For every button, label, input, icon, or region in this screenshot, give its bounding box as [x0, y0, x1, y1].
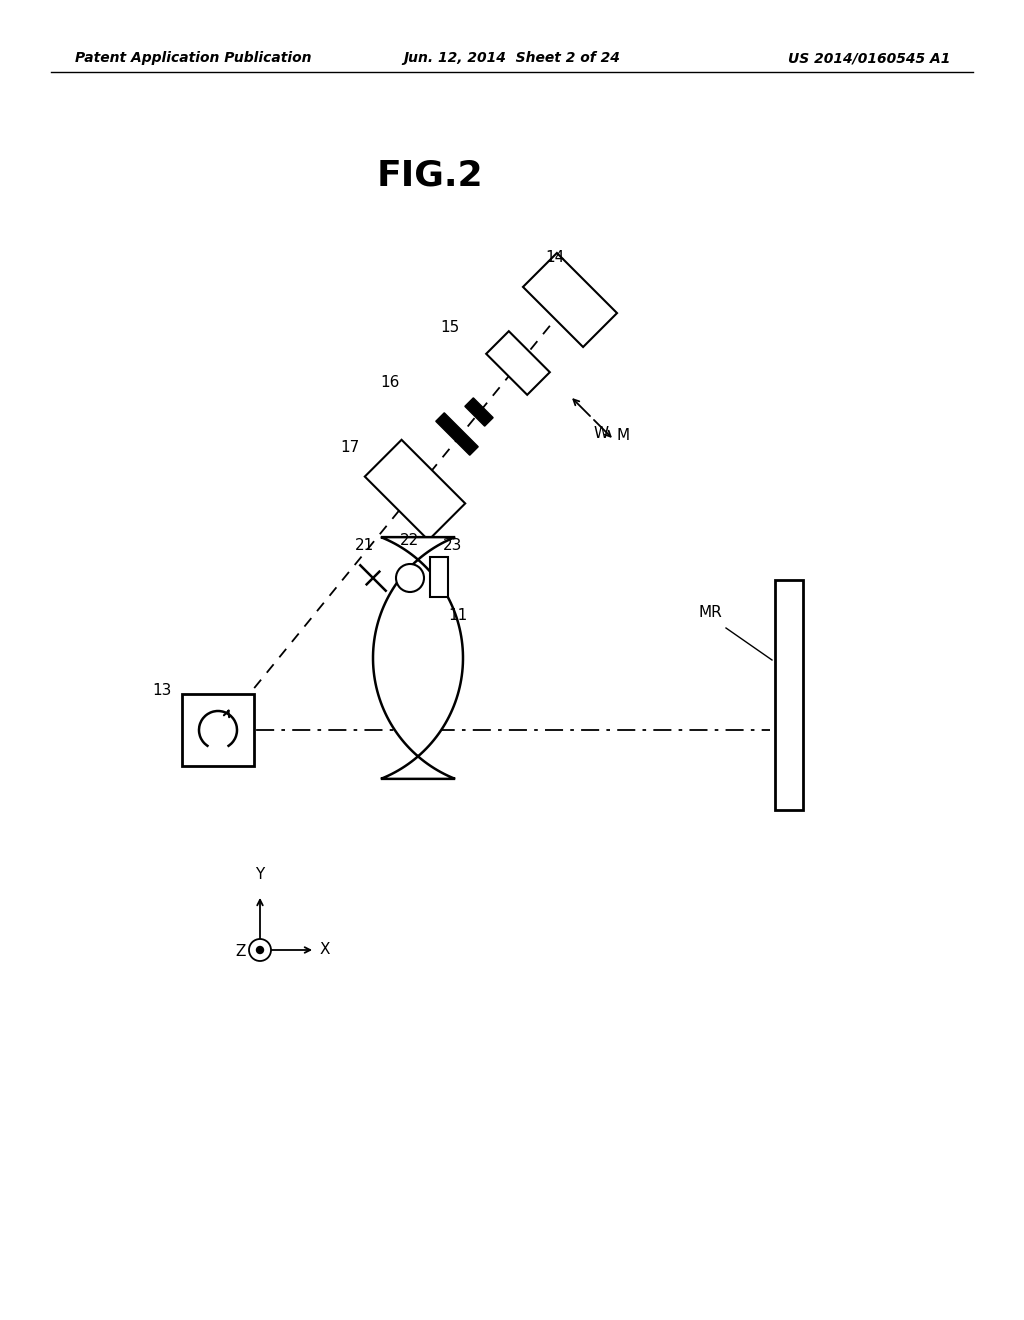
Text: Patent Application Publication: Patent Application Publication — [75, 51, 311, 65]
Text: US 2014/0160545 A1: US 2014/0160545 A1 — [787, 51, 950, 65]
Circle shape — [256, 946, 263, 953]
Text: 15: 15 — [440, 319, 459, 335]
Text: 23: 23 — [443, 539, 463, 553]
Text: FIG.2: FIG.2 — [377, 158, 483, 191]
Text: Z: Z — [236, 945, 246, 960]
Text: X: X — [319, 942, 331, 957]
Text: 16: 16 — [380, 375, 399, 389]
Text: 17: 17 — [340, 440, 359, 455]
Polygon shape — [365, 440, 465, 540]
Text: 11: 11 — [449, 609, 467, 623]
Text: 22: 22 — [400, 533, 419, 548]
Polygon shape — [523, 253, 617, 347]
Text: W: W — [594, 426, 609, 441]
Text: MR: MR — [698, 605, 722, 620]
Text: M: M — [617, 428, 630, 444]
Circle shape — [396, 564, 424, 591]
Polygon shape — [486, 331, 550, 395]
Polygon shape — [465, 397, 494, 426]
Bar — [182, 694, 254, 766]
Polygon shape — [436, 413, 478, 455]
Text: 13: 13 — [152, 682, 171, 698]
Bar — [430, 557, 449, 597]
Text: Jun. 12, 2014  Sheet 2 of 24: Jun. 12, 2014 Sheet 2 of 24 — [403, 51, 621, 65]
Bar — [775, 579, 803, 810]
Polygon shape — [373, 537, 463, 779]
Text: 14: 14 — [545, 249, 564, 265]
Circle shape — [249, 939, 271, 961]
Text: 21: 21 — [355, 539, 374, 553]
Text: Y: Y — [255, 867, 264, 882]
